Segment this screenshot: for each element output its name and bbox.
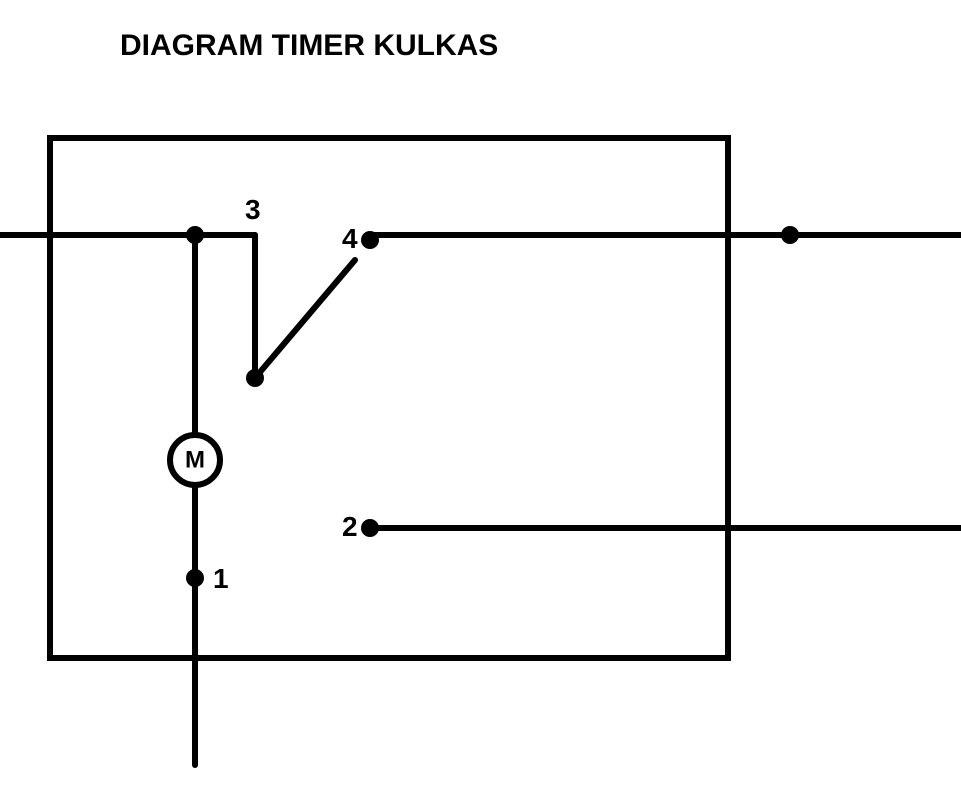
timer-enclosure	[50, 138, 728, 658]
node-r1	[781, 226, 799, 244]
terminal-label-4: 4	[342, 223, 358, 254]
node-piv	[246, 369, 264, 387]
switch-arm	[255, 260, 355, 378]
terminal-label-1: 1	[213, 563, 229, 594]
terminal-label-3: 3	[245, 194, 261, 225]
node-p4	[361, 231, 379, 249]
terminal-label-2: 2	[342, 511, 358, 542]
diagram-title: DIAGRAM TIMER KULKAS	[120, 29, 498, 62]
node-p3t	[186, 226, 204, 244]
motor-label: M	[185, 447, 205, 474]
node-p1	[186, 569, 204, 587]
node-p2	[361, 519, 379, 537]
